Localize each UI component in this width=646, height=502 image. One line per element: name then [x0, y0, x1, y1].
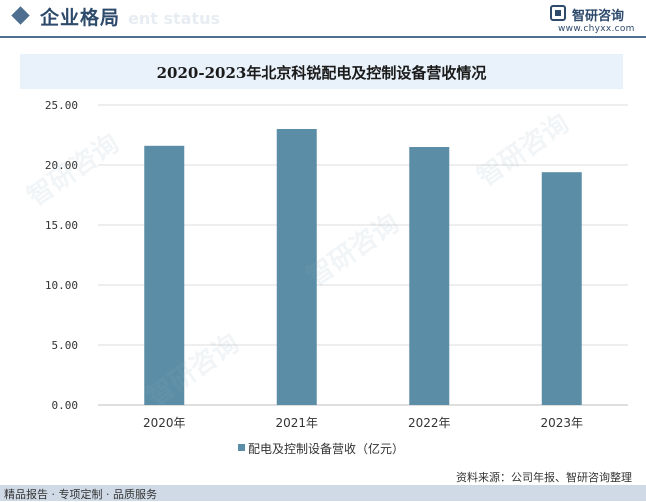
bar: [144, 145, 185, 406]
chart-title-band: 2020-2023年北京科锐配电及控制设备营收情况: [20, 54, 623, 89]
bar: [409, 147, 450, 405]
y-tick-label: 25.00: [45, 99, 78, 112]
footer-bar: 精品报告 · 专项定制 · 品质服务: [0, 485, 646, 501]
header-divider: [0, 36, 646, 38]
bar: [276, 129, 317, 405]
bar: [541, 172, 582, 405]
x-tick-label: 2021年: [275, 416, 318, 430]
header: 企业格局 ent status 智研咨询 www.chyxx.com: [0, 0, 646, 36]
section-subtitle-ghost: ent status: [128, 9, 220, 28]
y-tick-label: 10.00: [45, 279, 78, 292]
logo-name: 智研咨询: [572, 9, 625, 24]
legend-label: 配电及控制设备营收（亿元）: [248, 442, 405, 456]
section-title: 企业格局: [40, 7, 121, 29]
logo-url: www.chyxx.com: [558, 24, 635, 34]
source-note: 资料来源：公司年报、智研咨询整理: [456, 471, 632, 484]
logo-icon: [550, 5, 566, 21]
legend-swatch: [238, 444, 245, 451]
y-tick-label: 0.00: [52, 399, 79, 412]
x-tick-label: 2023年: [540, 416, 583, 430]
footer-text: 精品报告 · 专项定制 · 品质服务: [4, 488, 157, 501]
chart-title: 2020-2023年北京科锐配电及控制设备营收情况: [156, 64, 487, 82]
y-tick-label: 20.00: [45, 159, 78, 172]
y-tick-label: 15.00: [45, 219, 78, 232]
brand-logo: 智研咨询 www.chyxx.com: [550, 5, 635, 35]
y-tick-label: 5.00: [52, 339, 79, 352]
x-tick-label: 2020年: [143, 416, 186, 430]
x-tick-label: 2022年: [408, 416, 451, 430]
